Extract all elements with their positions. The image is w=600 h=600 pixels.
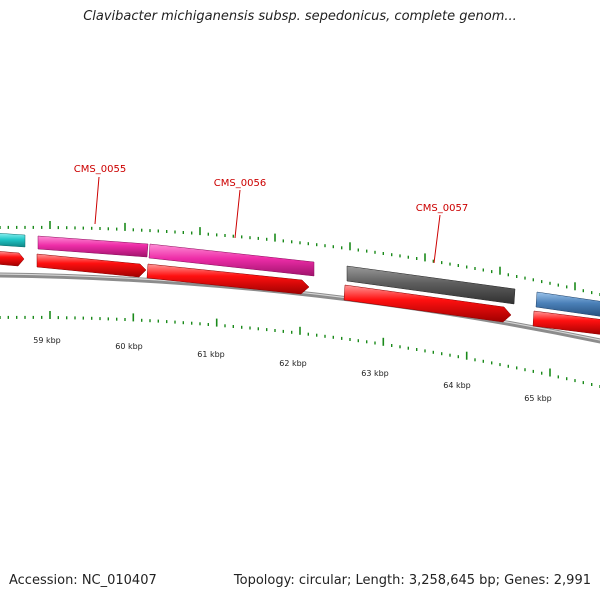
gene-feature-cms-0057[interactable] bbox=[346, 265, 516, 305]
scale-label-61-kbp: 61 kbp bbox=[197, 350, 225, 359]
scale-label-64-kbp: 64 kbp bbox=[443, 381, 471, 390]
cds-arrow-1[interactable] bbox=[0, 251, 25, 267]
topology-summary: Topology: circular; Length: 3,258,645 bp… bbox=[233, 573, 591, 588]
scale-label-59-kbp: 59 kbp bbox=[33, 336, 61, 345]
gene-feature-cms-0055[interactable] bbox=[37, 235, 149, 258]
cds-arrow-3[interactable] bbox=[146, 263, 310, 295]
gene-label-leader-cms-0057 bbox=[433, 214, 441, 264]
cds-arrow-2[interactable] bbox=[36, 253, 147, 278]
gene-feature-cyan[interactable] bbox=[0, 233, 26, 248]
gene-feature-cms-0056[interactable] bbox=[148, 243, 315, 277]
scale-label-60-kbp: 60 kbp bbox=[115, 342, 143, 351]
gene-label-cms-0056[interactable]: CMS_0056 bbox=[214, 178, 266, 189]
scale-label-62-kbp: 62 kbp bbox=[279, 359, 307, 368]
accession-label: Accession: NC_010407 bbox=[9, 573, 157, 588]
scale-labels: 59 kbp 60 kbp 61 kbp 62 kbp 63 kbp 64 kb… bbox=[33, 336, 552, 403]
cds-arrow-5[interactable] bbox=[532, 310, 600, 335]
scale-label-63-kbp: 63 kbp bbox=[361, 369, 389, 378]
map-title: Clavibacter michiganensis subsp. sepedon… bbox=[83, 9, 517, 24]
gene-label-leader-cms-0055 bbox=[94, 176, 100, 225]
upper-tick-row bbox=[0, 221, 600, 296]
scale-tick-row bbox=[0, 311, 600, 388]
gene-feature-blue[interactable] bbox=[535, 291, 600, 317]
gene-label-cms-0057[interactable]: CMS_0057 bbox=[416, 203, 468, 214]
scale-label-65-kbp: 65 kbp bbox=[524, 394, 552, 403]
cds-arrow-4[interactable] bbox=[343, 284, 512, 323]
gene-label-cms-0055[interactable]: CMS_0055 bbox=[74, 164, 126, 175]
gene-label-leader-cms-0056 bbox=[234, 189, 241, 239]
